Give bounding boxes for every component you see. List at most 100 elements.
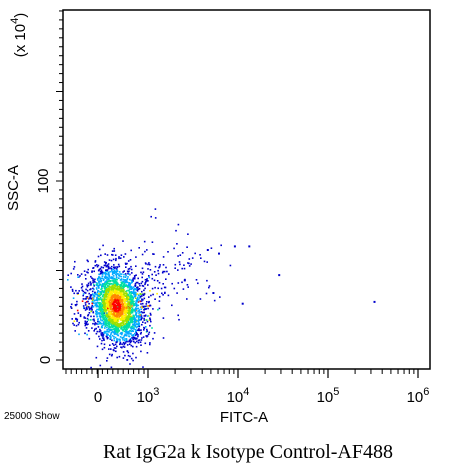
event-dot xyxy=(100,280,102,283)
event-dot xyxy=(100,342,103,345)
event-dot xyxy=(131,337,133,339)
event-dot xyxy=(104,323,106,325)
event-dot xyxy=(94,322,96,325)
event-dot xyxy=(130,310,133,313)
event-dot xyxy=(92,293,94,295)
event-dot xyxy=(138,288,141,290)
event-dot xyxy=(93,288,95,291)
event-dot xyxy=(128,312,130,314)
event-dot xyxy=(127,286,129,289)
event-dot xyxy=(138,309,141,311)
event-dot xyxy=(125,339,128,342)
event-dot xyxy=(110,289,113,291)
event-dot xyxy=(96,330,99,333)
event-dot xyxy=(122,323,125,326)
event-dot xyxy=(141,298,143,300)
event-dot xyxy=(116,290,118,293)
event-dot xyxy=(95,313,97,315)
event-dot xyxy=(145,281,147,283)
event-dot xyxy=(127,323,130,326)
event-dot xyxy=(91,297,94,300)
y-multiplier-close: ) xyxy=(12,13,29,18)
event-dot xyxy=(113,269,116,272)
event-dot xyxy=(123,292,125,294)
event-dot xyxy=(114,266,116,268)
event-dot xyxy=(102,337,105,339)
event-dot xyxy=(148,263,151,266)
event-dot xyxy=(95,313,98,316)
event-dot xyxy=(138,317,140,319)
event-dot xyxy=(140,329,142,331)
event-dot xyxy=(119,273,121,275)
x-tick-label: 106 xyxy=(407,386,430,406)
event-dot xyxy=(87,284,90,287)
event-dot xyxy=(118,312,120,314)
event-dot xyxy=(136,298,138,300)
event-dot xyxy=(125,279,127,281)
event-dot xyxy=(105,272,108,275)
event-dot xyxy=(81,283,83,285)
event-dot xyxy=(106,360,108,362)
event-dot xyxy=(115,259,117,262)
event-dot xyxy=(120,318,122,320)
event-dot xyxy=(76,320,78,322)
event-dot xyxy=(101,339,103,342)
event-dot xyxy=(95,310,97,313)
event-dot xyxy=(148,305,150,307)
event-dot xyxy=(99,302,102,304)
event-dot xyxy=(138,324,140,327)
event-dot xyxy=(127,354,130,357)
event-dot xyxy=(110,333,112,336)
event-dot xyxy=(124,301,126,303)
event-dot xyxy=(121,310,124,312)
event-dot xyxy=(101,337,104,339)
event-dot xyxy=(98,304,101,306)
event-dot xyxy=(83,291,86,294)
event-dot xyxy=(127,327,130,329)
event-dot xyxy=(98,276,100,279)
event-dot xyxy=(134,295,137,298)
event-dot xyxy=(115,302,118,305)
event-dot xyxy=(118,292,120,295)
event-dot xyxy=(140,315,143,317)
event-dot xyxy=(119,291,122,294)
event-dot xyxy=(129,309,132,312)
x-axis-ticks xyxy=(65,369,419,378)
event-dot xyxy=(103,346,106,349)
event-dot xyxy=(104,330,106,333)
event-dot xyxy=(137,341,140,344)
event-dot xyxy=(76,318,79,321)
event-dot xyxy=(101,285,104,287)
event-dot xyxy=(124,317,127,319)
event-dot xyxy=(103,300,105,302)
event-dot xyxy=(114,287,117,290)
event-dot xyxy=(110,283,113,285)
event-dot xyxy=(72,297,75,299)
event-dot xyxy=(117,291,120,294)
event-dot xyxy=(84,317,87,319)
event-dot xyxy=(86,323,88,326)
event-dot xyxy=(108,294,110,297)
event-dot xyxy=(94,278,96,281)
event-dot xyxy=(107,267,110,270)
event-dot xyxy=(117,303,120,306)
event-dot xyxy=(120,279,122,281)
event-dot xyxy=(101,304,104,306)
event-dot xyxy=(124,338,126,340)
event-dot xyxy=(123,308,125,310)
event-dot xyxy=(102,335,104,337)
event-dot xyxy=(96,283,99,285)
event-dot xyxy=(130,290,133,293)
event-dot xyxy=(128,317,130,319)
event-dot xyxy=(104,281,106,284)
event-dot xyxy=(144,322,147,324)
event-dot xyxy=(113,309,116,312)
event-dot xyxy=(130,326,133,328)
event-dot xyxy=(181,252,184,254)
event-dot xyxy=(72,322,74,325)
event-dot xyxy=(129,278,131,281)
event-dot xyxy=(112,268,114,271)
event-dot xyxy=(127,303,129,306)
event-dot xyxy=(110,326,113,328)
event-dot xyxy=(141,273,144,275)
